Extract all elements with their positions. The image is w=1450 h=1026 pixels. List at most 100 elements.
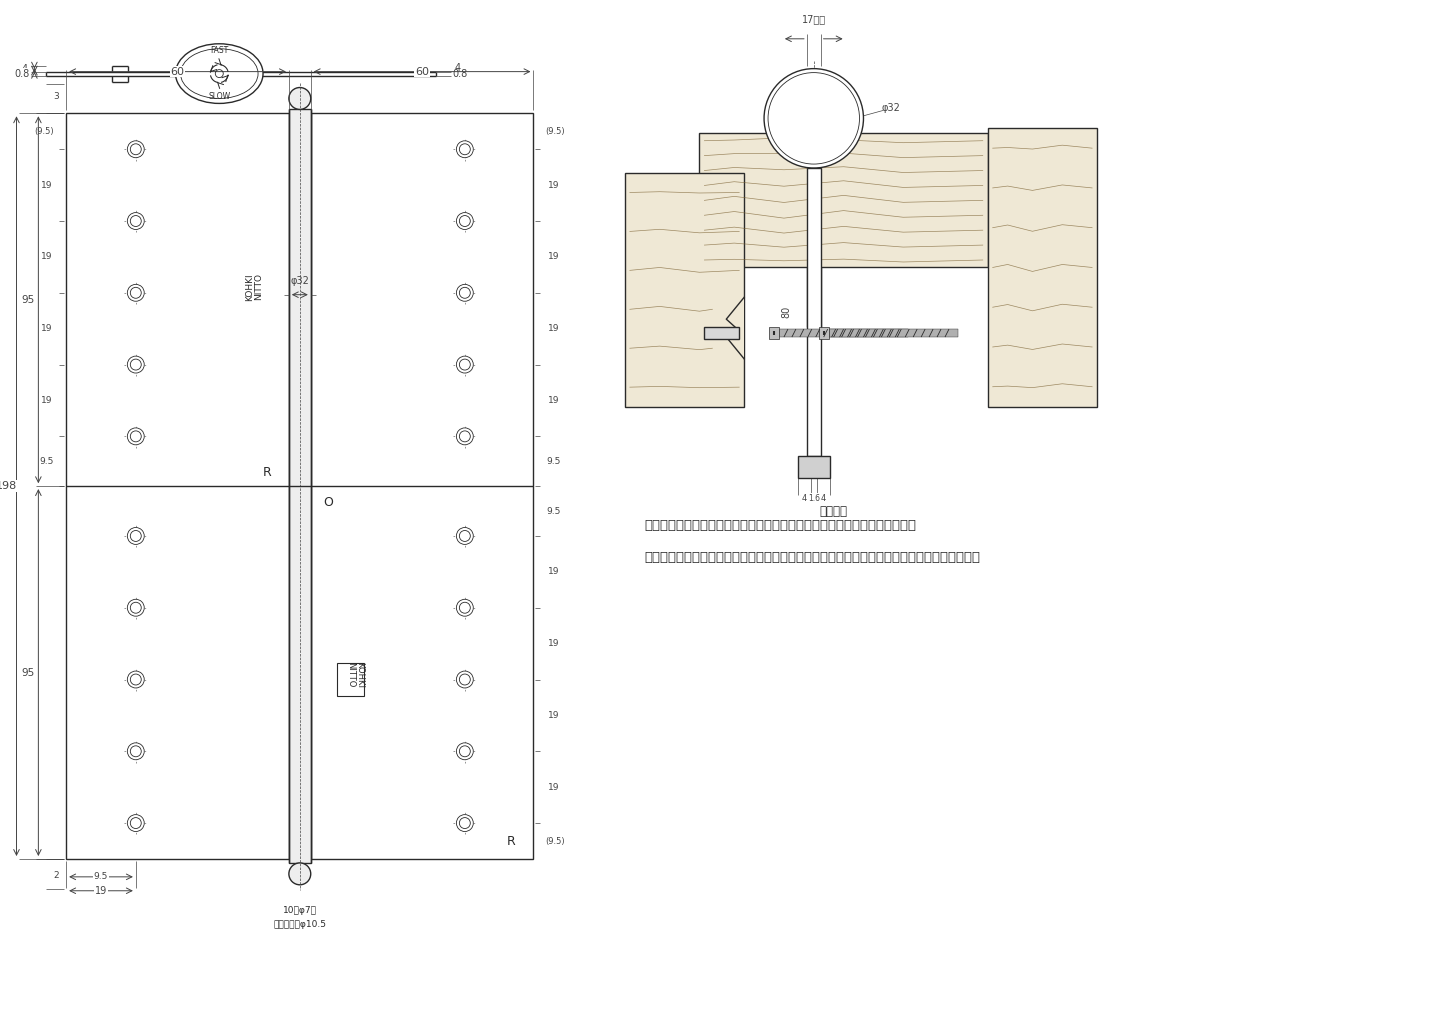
Text: φ32: φ32 bbox=[290, 276, 309, 286]
Circle shape bbox=[457, 743, 473, 759]
Text: 19: 19 bbox=[41, 324, 52, 333]
Bar bbox=[705, 327, 740, 339]
Text: NITTO: NITTO bbox=[255, 273, 264, 301]
Bar bbox=[699, 133, 987, 268]
Text: 95: 95 bbox=[22, 294, 35, 305]
Text: 19: 19 bbox=[548, 324, 560, 333]
Circle shape bbox=[289, 863, 310, 884]
Circle shape bbox=[460, 674, 470, 685]
Circle shape bbox=[130, 215, 141, 227]
Text: KOHKI: KOHKI bbox=[355, 662, 364, 687]
Circle shape bbox=[130, 818, 141, 829]
Circle shape bbox=[130, 674, 141, 685]
Text: 17以上: 17以上 bbox=[802, 14, 826, 24]
Circle shape bbox=[128, 141, 144, 158]
Circle shape bbox=[128, 671, 144, 688]
Text: 10－φ7穴: 10－φ7穴 bbox=[283, 906, 316, 915]
Circle shape bbox=[457, 599, 473, 617]
Text: 19: 19 bbox=[548, 396, 560, 405]
Circle shape bbox=[128, 815, 144, 831]
Circle shape bbox=[128, 284, 144, 302]
Circle shape bbox=[764, 69, 863, 168]
Text: 9.5: 9.5 bbox=[39, 457, 54, 466]
Circle shape bbox=[460, 359, 470, 370]
Ellipse shape bbox=[175, 44, 262, 104]
Bar bbox=[806, 168, 821, 457]
Bar bbox=[829, 329, 958, 338]
Circle shape bbox=[460, 287, 470, 299]
Bar bbox=[336, 663, 364, 697]
Circle shape bbox=[460, 431, 470, 442]
Text: 2: 2 bbox=[54, 871, 59, 880]
Bar bbox=[819, 327, 829, 339]
Bar bbox=[768, 327, 779, 339]
Circle shape bbox=[457, 284, 473, 302]
Text: 19: 19 bbox=[548, 783, 560, 792]
Text: 19: 19 bbox=[548, 181, 560, 190]
Text: 記事１．本図は、右開き用外形図を示します。左開き用は対称となります。: 記事１．本図は、右開き用外形図を示します。左開き用は対称となります。 bbox=[645, 519, 916, 532]
Text: 19: 19 bbox=[548, 567, 560, 577]
Circle shape bbox=[460, 530, 470, 542]
Text: (9.5): (9.5) bbox=[545, 836, 566, 845]
Text: 0.8: 0.8 bbox=[452, 69, 467, 79]
Text: 4: 4 bbox=[22, 64, 28, 74]
Circle shape bbox=[130, 746, 141, 757]
Circle shape bbox=[128, 599, 144, 617]
Circle shape bbox=[130, 144, 141, 155]
Circle shape bbox=[130, 602, 141, 614]
Circle shape bbox=[457, 815, 473, 831]
Text: R: R bbox=[507, 834, 516, 847]
Text: φ32: φ32 bbox=[882, 104, 900, 114]
Text: 95: 95 bbox=[22, 668, 35, 677]
Text: 9.5: 9.5 bbox=[547, 507, 561, 515]
Text: R: R bbox=[262, 466, 271, 479]
Circle shape bbox=[130, 431, 141, 442]
Text: 4: 4 bbox=[821, 494, 826, 503]
Circle shape bbox=[128, 356, 144, 373]
Bar bbox=[67, 113, 289, 859]
Text: 4: 4 bbox=[802, 494, 808, 503]
Circle shape bbox=[457, 212, 473, 230]
Circle shape bbox=[128, 212, 144, 230]
Text: サラモミ径φ10.5: サラモミ径φ10.5 bbox=[273, 920, 326, 930]
Circle shape bbox=[460, 144, 470, 155]
Text: 9.5: 9.5 bbox=[94, 872, 109, 881]
Circle shape bbox=[457, 428, 473, 445]
Bar bbox=[712, 298, 744, 359]
Text: 1.6: 1.6 bbox=[808, 494, 819, 503]
Circle shape bbox=[130, 287, 141, 299]
Text: (9.5): (9.5) bbox=[545, 127, 566, 135]
Circle shape bbox=[460, 818, 470, 829]
Ellipse shape bbox=[180, 49, 258, 98]
Text: 9.5: 9.5 bbox=[547, 457, 561, 466]
Text: 19: 19 bbox=[41, 252, 52, 262]
Text: NITTO: NITTO bbox=[347, 662, 355, 687]
Text: FAST: FAST bbox=[210, 46, 229, 55]
Text: 4: 4 bbox=[455, 63, 461, 73]
Circle shape bbox=[768, 73, 860, 164]
Circle shape bbox=[130, 359, 141, 370]
Circle shape bbox=[457, 671, 473, 688]
Text: 19: 19 bbox=[548, 711, 560, 720]
Bar bbox=[798, 457, 829, 478]
Bar bbox=[625, 173, 744, 406]
Text: 198: 198 bbox=[0, 481, 17, 491]
Circle shape bbox=[457, 141, 473, 158]
Circle shape bbox=[130, 530, 141, 542]
Circle shape bbox=[460, 215, 470, 227]
Text: 60: 60 bbox=[415, 67, 429, 77]
Circle shape bbox=[457, 527, 473, 545]
Text: SLOW: SLOW bbox=[209, 92, 231, 101]
Text: 0.8: 0.8 bbox=[14, 69, 30, 79]
Bar bbox=[310, 113, 534, 859]
Text: 80: 80 bbox=[782, 306, 790, 318]
Circle shape bbox=[460, 602, 470, 614]
Circle shape bbox=[460, 746, 470, 757]
Text: 3: 3 bbox=[54, 92, 59, 101]
Circle shape bbox=[457, 356, 473, 373]
Circle shape bbox=[289, 87, 310, 110]
Text: 19: 19 bbox=[94, 885, 107, 896]
Text: (9.5): (9.5) bbox=[35, 127, 54, 135]
Text: 19: 19 bbox=[41, 181, 52, 190]
Text: 取付状態: 取付状態 bbox=[819, 505, 848, 517]
